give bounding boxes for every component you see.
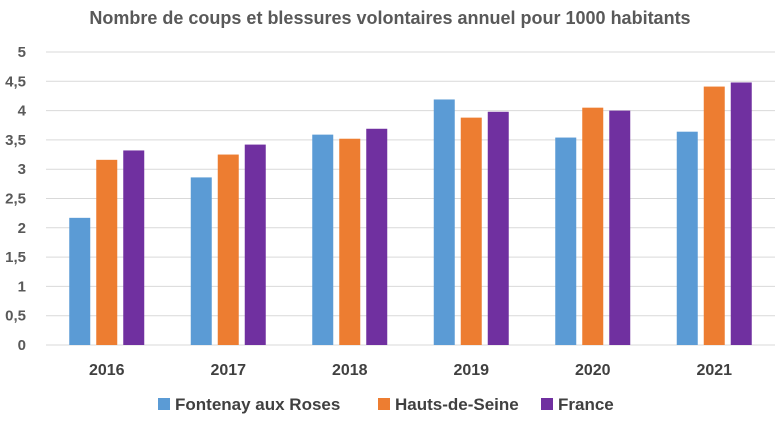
x-tick-label: 2017 xyxy=(210,362,246,379)
x-tick-label: 2018 xyxy=(332,362,368,379)
x-tick-label: 2020 xyxy=(575,362,611,379)
gridlines xyxy=(46,51,775,346)
legend-label: Fontenay aux Roses xyxy=(175,395,340,414)
bar-fontenay-aux-roses-2018 xyxy=(312,134,334,345)
legend-swatch xyxy=(378,398,390,410)
y-tick-label: 1,5 xyxy=(5,249,26,266)
y-tick-label: 3 xyxy=(18,161,26,178)
bar-hauts-de-seine-2019 xyxy=(460,117,482,345)
bar-fontenay-aux-roses-2021 xyxy=(676,131,698,345)
x-tick-label: 2021 xyxy=(696,362,732,379)
bar-hauts-de-seine-2017 xyxy=(217,154,239,345)
bar-france-2016 xyxy=(123,150,145,345)
bar-fontenay-aux-roses-2017 xyxy=(190,177,212,345)
legend-swatch xyxy=(541,398,553,410)
legend-label: Hauts-de-Seine xyxy=(395,395,519,414)
y-tick-label: 0 xyxy=(18,337,26,354)
x-axis-ticks: 2016 2017 2018 2019 2020 2021 xyxy=(89,362,732,379)
y-tick-label: 5 xyxy=(18,44,26,61)
y-tick-label: 0,5 xyxy=(5,308,26,325)
y-tick-label: 2 xyxy=(18,220,26,237)
bar-fontenay-aux-roses-2019 xyxy=(433,99,455,345)
y-tick-label: 4,5 xyxy=(5,73,26,90)
y-axis-ticks: 0 0,5 1 1,5 2 2,5 3 3,5 4 4,5 5 xyxy=(5,44,27,354)
legend-label: France xyxy=(558,395,614,414)
x-tick-label: 2016 xyxy=(89,362,125,379)
bar-france-2017 xyxy=(244,144,266,345)
bar-france-2019 xyxy=(487,111,509,345)
x-tick-label: 2019 xyxy=(453,362,489,379)
bar-hauts-de-seine-2021 xyxy=(703,86,725,345)
bar-france-2021 xyxy=(730,82,752,346)
bar-fontenay-aux-roses-2016 xyxy=(69,217,91,345)
bar-hauts-de-seine-2016 xyxy=(96,159,118,345)
bar-hauts-de-seine-2018 xyxy=(339,138,361,345)
bar-france-2018 xyxy=(366,128,388,345)
y-tick-label: 4 xyxy=(18,103,27,120)
legend: Fontenay aux Roses Hauts-de-Seine France xyxy=(158,395,614,414)
bar-hauts-de-seine-2020 xyxy=(582,107,604,345)
bars xyxy=(69,82,752,346)
y-tick-label: 2,5 xyxy=(5,191,26,208)
y-tick-label: 3,5 xyxy=(5,132,26,149)
chart-title: Nombre de coups et blessures volontaires… xyxy=(89,8,690,28)
bar-fontenay-aux-roses-2020 xyxy=(555,137,577,345)
legend-swatch xyxy=(158,398,170,410)
bar-france-2020 xyxy=(609,110,631,345)
y-tick-label: 1 xyxy=(18,278,26,295)
